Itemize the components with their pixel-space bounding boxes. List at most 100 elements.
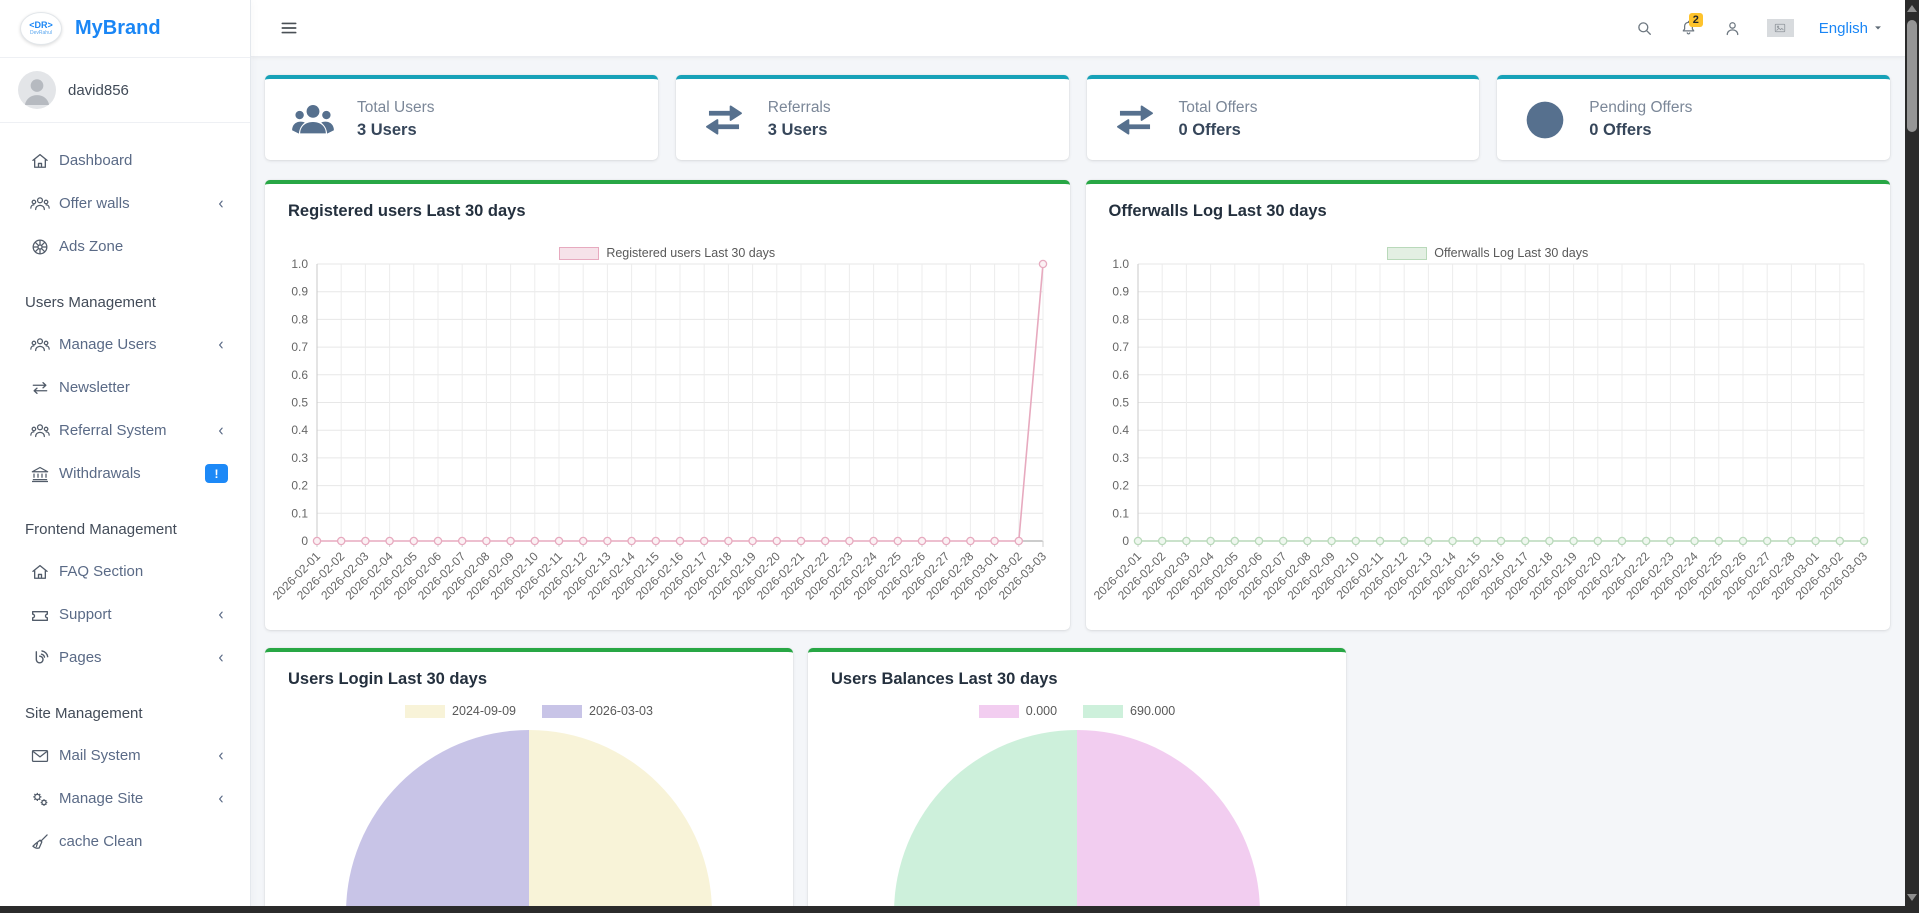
- svg-text:0.1: 0.1: [1112, 506, 1129, 520]
- stat-label: Referrals: [767, 99, 831, 116]
- sidebar-item-cache-clean[interactable]: cache Clean: [0, 820, 250, 863]
- svg-text:1.0: 1.0: [1112, 257, 1129, 271]
- legend-entry[interactable]: 2026-03-03: [542, 704, 653, 718]
- registered-users-chart-card: Registered users Last 30 days Registered…: [265, 180, 1070, 630]
- sidebar-item-support[interactable]: Support: [0, 593, 250, 636]
- offerwalls-log-chart-card: Offerwalls Log Last 30 days Offerwalls L…: [1085, 180, 1891, 630]
- exchange-bold-icon: [702, 98, 746, 142]
- svg-text:0.3: 0.3: [1112, 451, 1129, 465]
- sidebar-item-ads-zone[interactable]: Ads Zone: [0, 225, 250, 268]
- charts-row: Registered users Last 30 days Registered…: [265, 180, 1890, 630]
- sidebar-item-dashboard[interactable]: Dashboard: [0, 139, 250, 182]
- sidebar-item-faq-section[interactable]: FAQ Section: [0, 550, 250, 593]
- sidebar-item-pages[interactable]: Pages: [0, 636, 250, 679]
- topbar: 2 English: [251, 0, 1905, 57]
- legend-swatch: [405, 704, 446, 718]
- svg-text:0.1: 0.1: [291, 506, 308, 520]
- chevron-left-icon: [215, 652, 227, 664]
- legend-entry[interactable]: 690.000: [1083, 704, 1175, 718]
- stat-value: 0 Offers: [1178, 121, 1241, 139]
- svg-text:0.5: 0.5: [1112, 396, 1129, 410]
- brand[interactable]: <DR> DevRahul MyBrand: [0, 0, 250, 58]
- language-flag-icon[interactable]: [1766, 19, 1794, 37]
- users-balances-pie-chart[interactable]: [894, 730, 1260, 913]
- stat-value: 0 Offers: [1589, 121, 1652, 139]
- stat-label: Total Users: [357, 99, 435, 116]
- scroll-up-arrow-icon[interactable]: [1907, 5, 1917, 12]
- chart-title: Users Balances Last 30 days: [831, 670, 1058, 688]
- svg-text:0.7: 0.7: [1112, 340, 1129, 354]
- stat-value: 3 Users: [767, 121, 828, 139]
- brand-name: MyBrand: [75, 17, 161, 39]
- home-icon: [30, 151, 50, 171]
- stat-card-referrals: Referrals 3 Users: [675, 75, 1069, 160]
- avatar: [18, 71, 56, 109]
- sidebar-item-withdrawals[interactable]: Withdrawals !: [0, 452, 250, 495]
- legend-swatch: [559, 246, 600, 260]
- language-dropdown[interactable]: English: [1819, 20, 1883, 37]
- svg-text:0.4: 0.4: [291, 423, 308, 437]
- user-panel[interactable]: david856: [0, 58, 250, 123]
- envelope-icon: [30, 746, 50, 766]
- sidebar-item-offer-walls[interactable]: Offer walls: [0, 182, 250, 225]
- chart-legend[interactable]: 2024-09-09 2026-03-03: [265, 704, 793, 718]
- stat-value: 3 Users: [357, 121, 417, 139]
- menu-toggle-icon[interactable]: [279, 18, 299, 38]
- chart-legend[interactable]: Offerwalls Log Last 30 days: [1086, 246, 1891, 260]
- notification-badge: 2: [1688, 12, 1703, 27]
- search-icon[interactable]: [1635, 19, 1654, 38]
- legend-entry[interactable]: 0.000: [978, 704, 1058, 718]
- pies-row: Users Login Last 30 days 2024-09-09 2026…: [265, 648, 1890, 913]
- svg-text:0.5: 0.5: [291, 396, 308, 410]
- users-login-pie-chart[interactable]: [346, 730, 712, 913]
- svg-text:0.8: 0.8: [291, 312, 308, 326]
- withdrawals-badge: !: [205, 464, 228, 483]
- brand-logo-icon: <DR> DevRahul: [20, 12, 62, 45]
- broom-icon: [30, 832, 50, 852]
- legend-swatch: [978, 704, 1019, 718]
- vertical-scrollbar[interactable]: [1905, 0, 1919, 913]
- stat-card-total-users: Total Users 3 Users: [265, 75, 658, 160]
- line-chart: 00.10.20.30.40.50.60.70.80.91.02026-02-0…: [270, 257, 1050, 603]
- nav-section-site-management: Site Management: [25, 705, 143, 722]
- users-icon: [30, 335, 50, 355]
- legend-label: 0.000: [1025, 704, 1058, 718]
- scrollbar-thumb[interactable]: [1907, 20, 1917, 132]
- bank-icon: [30, 464, 50, 484]
- wheel-icon: [30, 237, 50, 257]
- svg-text:0.9: 0.9: [291, 285, 308, 299]
- chevron-left-icon: [215, 425, 227, 437]
- chart-title: Users Login Last 30 days: [288, 670, 487, 688]
- chart-legend[interactable]: Registered users Last 30 days: [265, 246, 1070, 260]
- horizontal-scrollbar[interactable]: [0, 906, 1905, 913]
- sidebar-item-newsletter[interactable]: Newsletter: [0, 366, 250, 409]
- exchange-bold-icon: [1113, 98, 1157, 142]
- user-name: david856: [68, 81, 129, 99]
- sidebar-item-manage-site[interactable]: Manage Site: [0, 777, 250, 820]
- user-icon[interactable]: [1723, 19, 1742, 38]
- users-group-icon: [291, 98, 335, 142]
- chart-legend[interactable]: 0.000 690.000: [808, 704, 1346, 718]
- legend-swatch: [542, 704, 582, 718]
- chevron-left-icon: [215, 609, 227, 621]
- ticket-icon: [30, 605, 50, 625]
- legend-entry[interactable]: 2024-09-09: [405, 704, 516, 718]
- main-content: Total Users 3 Users Referrals 3 Users To…: [251, 57, 1905, 913]
- line-chart: 00.10.20.30.40.50.60.70.80.91.02026-02-0…: [1090, 257, 1870, 603]
- sidebar-item-mail-system[interactable]: Mail System: [0, 734, 250, 777]
- blog-icon: [30, 648, 50, 668]
- svg-text:0.2: 0.2: [291, 479, 308, 493]
- sidebar-item-manage-users[interactable]: Manage Users: [0, 323, 250, 366]
- legend-label: Registered users Last 30 days: [606, 246, 776, 260]
- home-icon: [30, 562, 50, 582]
- stat-label: Total Offers: [1178, 99, 1258, 116]
- users-login-chart-card: Users Login Last 30 days 2024-09-09 2026…: [265, 648, 793, 913]
- chevron-left-icon: [215, 198, 227, 210]
- gears-icon: [30, 789, 50, 809]
- legend-swatch: [1387, 246, 1428, 260]
- scroll-down-arrow-icon[interactable]: [1907, 894, 1917, 901]
- circle-icon: [1523, 98, 1567, 142]
- notifications-button[interactable]: 2: [1679, 12, 1703, 38]
- svg-text:0: 0: [1122, 534, 1129, 548]
- sidebar-item-referral-system[interactable]: Referral System: [0, 409, 250, 452]
